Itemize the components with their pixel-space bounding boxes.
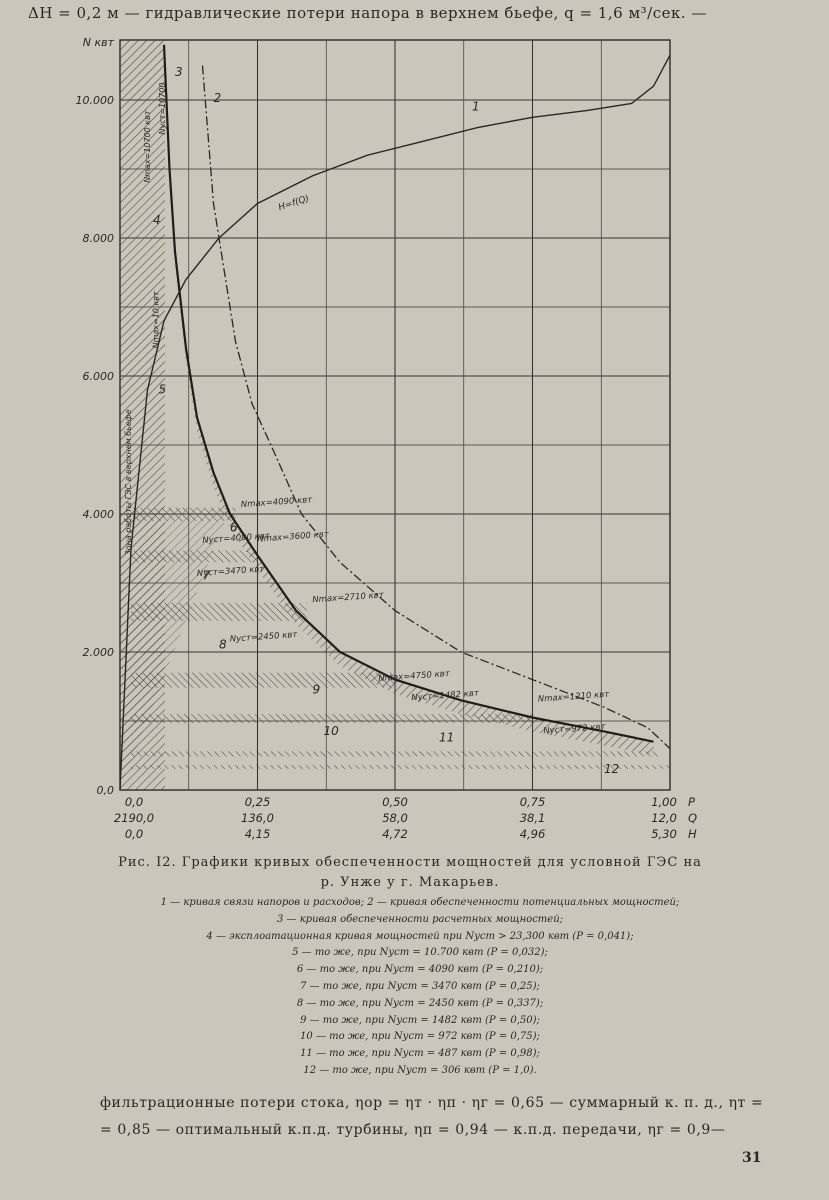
- vertical-annotation: Nmax=10700 квт: [143, 110, 152, 183]
- legend-line: 4 — эксплоатационная кривая мощностей пр…: [206, 930, 634, 942]
- hatched-band: [131, 672, 395, 688]
- hatched-ribbon: [164, 44, 654, 756]
- annotation-label: Nуст=4090 квт: [202, 531, 271, 546]
- curve-number-label: 3: [175, 65, 183, 79]
- body-paragraph: фильтрационные потери стока, ηор = ηт · …: [100, 1090, 780, 1144]
- x-tick-label: 38,1: [520, 811, 546, 825]
- curve-number-label: 6: [230, 520, 238, 534]
- caption-line-1: Рис. I2. Графики кривых обеспеченности м…: [118, 855, 702, 870]
- x-tick-label: 0,0: [125, 795, 143, 809]
- x-tick-label: 136,0: [241, 811, 274, 825]
- x-tick-label: 1,00: [651, 795, 677, 809]
- legend-line: 8 — то же, при Nуст = 2450 квт (P = 0,33…: [296, 997, 544, 1009]
- hatched-wedge: [120, 507, 230, 790]
- legend-line: 1 — кривая связи напоров и расходов; 2 —…: [160, 897, 680, 908]
- x-axis-row-label: Q: [688, 811, 697, 825]
- legend-line: 9 — то же, при Nуст = 1482 квт (P = 0,50…: [300, 1014, 540, 1026]
- x-tick-label: 12,0: [651, 811, 677, 825]
- y-tick-label: 2.000: [83, 646, 115, 659]
- x-tick-label: 4,96: [520, 827, 546, 841]
- x-tick-label: 0,0: [125, 827, 143, 841]
- legend-line: 3 — кривая обеспеченности расчетных мощн…: [276, 913, 564, 925]
- body-line-1: фильтрационные потери стока, ηор = ηт · …: [100, 1095, 764, 1111]
- curve-3: [162, 44, 654, 743]
- annotation-label: Nуст=1482 квт: [411, 689, 480, 704]
- x-tick-label: 2190,0: [114, 811, 154, 825]
- x-tick-label: 58,0: [382, 811, 408, 825]
- curve1-label: H=f(Q): [277, 194, 310, 213]
- vertical-annotation: Зона работы ГЭС в верхнем бьефе: [124, 409, 133, 555]
- x-tick-label: 4,15: [245, 827, 271, 841]
- curve-number-label: 11: [439, 731, 454, 745]
- body-line-2: = 0,85 — оптимальный к.п.д. турбины, ηп …: [100, 1122, 726, 1138]
- x-axis-row-label: H: [688, 827, 697, 841]
- annotation-label: Nуст=2450 квт: [230, 630, 299, 645]
- x-tick-label: 5,30: [651, 827, 677, 841]
- figure-caption: Рис. I2. Графики кривых обеспеченности м…: [60, 853, 760, 893]
- legend-line: 11 — то же, при Nуст = 487 квт (P = 0,98…: [300, 1048, 540, 1060]
- curve-1: [119, 54, 671, 791]
- curve-number-label: 2: [214, 91, 222, 105]
- hatched-bands: [120, 40, 670, 790]
- curve-number-label: 8: [219, 638, 227, 652]
- hatched-band: [131, 751, 659, 757]
- curve-number-label: 4: [153, 213, 161, 227]
- legend-line: 7 — то же, при Nуст = 3470 квт (P = 0,25…: [300, 980, 540, 992]
- curve-2: [201, 65, 671, 750]
- curve-number-label: 7: [203, 569, 211, 583]
- y-tick-label: 8.000: [83, 232, 115, 245]
- curve-number-label: 9: [313, 682, 321, 696]
- x-axis-ticks: 0,0 0,25 0,50 0,75 1,00 P 2190,0 136,0 58,0 38,1 1…: [114, 795, 697, 841]
- page-number: 31: [742, 1150, 762, 1166]
- annotation-label: Nуст=3470 квт: [197, 564, 266, 579]
- y-tick-label: 4.000: [83, 508, 115, 521]
- x-tick-label: 0,50: [382, 795, 408, 809]
- vertical-annotation: Nmax=10 квт: [152, 291, 161, 348]
- y-tick-label: 10.000: [76, 94, 115, 107]
- annotation-label: Nmax=2710 квт: [312, 590, 385, 605]
- x-axis-row-label: P: [688, 795, 695, 809]
- annotation-label: Nmax=1210 квт: [538, 690, 611, 705]
- curve-number-label: 1: [472, 99, 480, 113]
- annotation-label: Nуст=972 квт: [543, 722, 607, 736]
- x-tick-label: 4,72: [382, 827, 408, 841]
- figure-legend: 1 — кривая связи напоров и расходов; 2 —…: [100, 895, 740, 1080]
- annotation-label: Nmax=4090 квт: [241, 495, 314, 510]
- annotation-label: Nmax=4750 квт: [378, 669, 451, 684]
- caption-line-2: р. Унже у г. Макарьев.: [320, 875, 500, 890]
- legend-line: 10 — то же, при Nуст = 972 квт (P = 0,75…: [300, 1031, 540, 1043]
- top-text-line: ΔH = 0,2 м — гидравлические потери напор…: [28, 4, 707, 22]
- y-axis-label: N квт: [83, 36, 115, 49]
- y-axis-ticks: 0,0 2.000 4.000 6.000 8.000 10.000 N квт: [76, 36, 115, 797]
- curve-number-label: 10: [324, 724, 340, 738]
- y-tick-label: 0,0: [97, 784, 115, 797]
- curve-number-label: 12: [604, 762, 619, 776]
- hatched-band: [131, 714, 533, 723]
- x-tick-label: 0,75: [520, 795, 546, 809]
- legend-line: 5 — то же, при Nуст = 10.700 квт (P = 0,…: [292, 947, 548, 959]
- chart-curves: [119, 44, 671, 791]
- legend-line: 6 — то же, при Nуст = 4090 квт (P = 0,21…: [296, 964, 544, 976]
- y-tick-label: 6.000: [83, 370, 115, 383]
- x-tick-label: 0,25: [245, 795, 271, 809]
- curve-number-label: 5: [159, 382, 167, 396]
- hatched-band: [131, 765, 670, 769]
- vertical-annotation: Nуст=10700: [158, 83, 167, 135]
- legend-line: 12 — то же, при Nуст = 306 квт (P = 1,0)…: [303, 1064, 537, 1076]
